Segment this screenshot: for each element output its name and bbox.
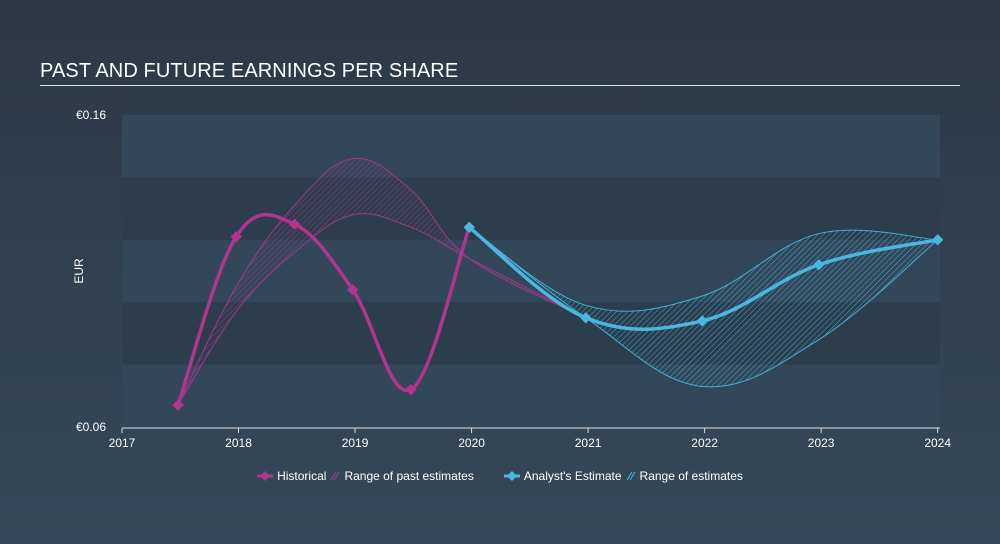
x-tick-label: 2020: [458, 436, 485, 450]
historical-point[interactable]: [405, 383, 417, 396]
estimate-point[interactable]: [463, 221, 475, 233]
legend-group-historical: Historical Range of past estimates: [257, 469, 474, 483]
estimate-point[interactable]: [580, 312, 592, 324]
x-tick-label: 2023: [808, 436, 835, 450]
legend: Historical Range of past estimates Analy…: [0, 469, 1000, 483]
legend-estimate[interactable]: Analyst's Estimate: [503, 469, 622, 483]
legend-estimate-range-label: Range of estimates: [639, 469, 743, 483]
x-tick-label: 2018: [225, 436, 252, 450]
chart-title: PAST AND FUTURE EARNINGS PER SHARE: [40, 60, 459, 82]
y-tick-label-min: €0.06: [76, 420, 106, 434]
legend-group-estimates: Analyst's Estimate Range of estimates: [503, 469, 743, 483]
historical-point[interactable]: [347, 284, 359, 296]
x-tick-label: 2022: [691, 436, 718, 450]
grid-band: [122, 177, 940, 240]
historical-point[interactable]: [288, 218, 301, 230]
x-tick-label: 2017: [109, 436, 136, 450]
x-tick-label: 2024: [924, 436, 951, 450]
title-divider: [40, 85, 960, 86]
legend-estimate-label: Analyst's Estimate: [523, 469, 622, 483]
x-tick-label: 2021: [575, 436, 602, 450]
grid-band: [122, 364, 940, 427]
historical-point[interactable]: [230, 231, 242, 243]
legend-historical[interactable]: Historical: [257, 469, 326, 483]
x-tick-label: 2019: [342, 436, 369, 450]
estimate-point[interactable]: [932, 234, 944, 246]
legend-estimate-range[interactable]: Range of estimates: [626, 469, 743, 483]
y-tick-label-max: €0.16: [76, 108, 106, 122]
historical-line: [176, 212, 471, 407]
legend-past-range-label: Range of past estimates: [344, 469, 474, 483]
estimate-point[interactable]: [696, 315, 708, 327]
legend-historical-label: Historical: [277, 469, 327, 483]
historical-point[interactable]: [172, 399, 184, 411]
past-range-hatch-icon: [331, 471, 340, 481]
y-axis-label: EUR: [72, 258, 86, 284]
historical-marker-icon: [257, 471, 274, 481]
estimate-point[interactable]: [813, 259, 825, 271]
estimate-marker-icon: [503, 471, 520, 481]
legend-past-range[interactable]: Range of past estimates: [330, 469, 474, 483]
estimate-range-hatch-icon: [626, 471, 635, 481]
grid-band: [122, 115, 940, 178]
